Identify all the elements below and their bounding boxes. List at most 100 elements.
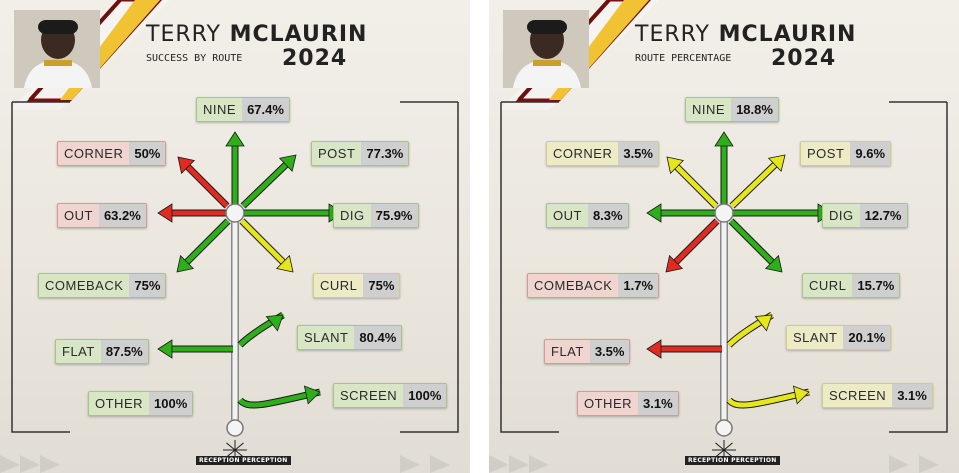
route-value: 100% bbox=[149, 392, 193, 415]
route-hub bbox=[714, 203, 734, 223]
chart-subtitle: ROUTE PERCENTAGE bbox=[635, 53, 732, 64]
route-label-other: OTHER 100% bbox=[88, 391, 194, 416]
route-name: SCREEN bbox=[829, 388, 887, 403]
route-value: 20.1% bbox=[843, 326, 891, 349]
route-label-curl: CURL 75% bbox=[313, 273, 401, 298]
route-chart-panel-percentage: TERRY MCLAURIN ROUTE PERCENTAGE 2024 REC… bbox=[489, 0, 959, 473]
route-arrow-curl bbox=[728, 218, 783, 273]
route-arrow-slant bbox=[726, 311, 774, 348]
route-value: 75% bbox=[363, 274, 400, 297]
route-arrow-dig bbox=[244, 203, 344, 223]
chart-subtitle: SUCCESS BY ROUTE bbox=[146, 53, 243, 64]
route-value: 18.8% bbox=[731, 98, 778, 121]
route-name: NINE bbox=[692, 102, 726, 117]
route-arrow-comeback bbox=[176, 218, 231, 273]
route-value: 3.5% bbox=[589, 340, 630, 363]
route-arrow-nine bbox=[714, 131, 734, 205]
route-label-corner: CORNER 50% bbox=[57, 141, 167, 166]
route-value: 15.7% bbox=[852, 274, 900, 297]
route-name: COMEBACK bbox=[534, 278, 613, 293]
route-label-screen: SCREEN 100% bbox=[333, 383, 448, 408]
player-name: TERRY MCLAURIN bbox=[635, 22, 857, 47]
route-value: 3.1% bbox=[638, 392, 678, 415]
route-name: FLAT bbox=[551, 344, 584, 359]
route-name: NINE bbox=[203, 102, 237, 117]
route-label-dig: DIG 75.9% bbox=[333, 203, 419, 228]
route-label-other: OTHER 3.1% bbox=[577, 391, 679, 416]
route-name: OUT bbox=[64, 208, 93, 223]
route-value: 75.9% bbox=[370, 204, 418, 227]
route-arrow-nine bbox=[225, 131, 245, 205]
route-name: CORNER bbox=[64, 146, 124, 161]
route-name: SLANT bbox=[304, 330, 349, 345]
route-label-slant: SLANT 80.4% bbox=[297, 325, 403, 350]
route-arrow-corner bbox=[177, 156, 230, 209]
route-value: 50% bbox=[129, 142, 166, 165]
route-value: 3.1% bbox=[892, 384, 932, 407]
route-value: 75% bbox=[129, 274, 166, 297]
reception-perception-logo: RECEPTION PERCEPTION bbox=[685, 456, 780, 465]
route-name: DIG bbox=[829, 208, 854, 223]
route-value: 80.4% bbox=[354, 326, 402, 349]
route-arrow-screen bbox=[726, 385, 810, 409]
route-origin bbox=[715, 419, 733, 437]
route-label-post: POST 77.3% bbox=[311, 141, 410, 166]
player-silhouette-icon bbox=[14, 10, 100, 88]
route-label-flat: FLAT 87.5% bbox=[55, 339, 149, 364]
route-label-out: OUT 8.3% bbox=[546, 203, 629, 228]
route-label-flat: FLAT 3.5% bbox=[544, 339, 631, 364]
route-label-comeback: COMEBACK 1.7% bbox=[527, 273, 660, 298]
player-silhouette-icon bbox=[503, 10, 589, 88]
route-tree bbox=[157, 131, 344, 460]
reception-perception-logo: RECEPTION PERCEPTION bbox=[196, 456, 291, 465]
route-arrow-out bbox=[646, 203, 715, 223]
player-photo bbox=[14, 10, 100, 88]
route-value: 87.5% bbox=[100, 340, 148, 363]
route-label-screen: SCREEN 3.1% bbox=[822, 383, 933, 408]
route-value: 12.7% bbox=[859, 204, 907, 227]
route-value: 63.2% bbox=[98, 204, 146, 227]
route-label-curl: CURL 15.7% bbox=[802, 273, 901, 298]
route-name: POST bbox=[318, 146, 356, 161]
route-label-comeback: COMEBACK 75% bbox=[38, 273, 167, 298]
route-arrow-post bbox=[729, 154, 786, 209]
route-value: 67.4% bbox=[242, 98, 289, 121]
route-name: SLANT bbox=[793, 330, 838, 345]
route-arrow-out bbox=[157, 203, 226, 223]
season-year: 2024 bbox=[771, 46, 837, 71]
route-label-corner: CORNER 3.5% bbox=[546, 141, 659, 166]
logo-burst-icon bbox=[223, 440, 247, 460]
route-arrow-screen bbox=[237, 385, 321, 409]
route-value: 9.6% bbox=[850, 142, 891, 165]
route-name: CORNER bbox=[553, 146, 613, 161]
route-arrow-curl bbox=[239, 218, 294, 273]
route-label-nine: NINE 18.8% bbox=[685, 97, 779, 122]
season-year: 2024 bbox=[282, 46, 348, 71]
route-hub bbox=[225, 203, 245, 223]
route-name: POST bbox=[807, 146, 845, 161]
route-arrow-slant bbox=[237, 311, 285, 348]
route-origin bbox=[226, 419, 244, 437]
player-name: TERRY MCLAURIN bbox=[146, 22, 368, 47]
route-arrow-comeback bbox=[665, 218, 720, 273]
route-chart-panel-success: TERRY MCLAURIN SUCCESS BY ROUTE 2024 REC… bbox=[0, 0, 470, 473]
route-value: 8.3% bbox=[587, 204, 628, 227]
route-value: 1.7% bbox=[618, 274, 659, 297]
route-value: 77.3% bbox=[361, 142, 409, 165]
route-name: CURL bbox=[809, 278, 847, 293]
route-name: CURL bbox=[320, 278, 358, 293]
route-label-nine: NINE 67.4% bbox=[196, 97, 290, 122]
route-label-dig: DIG 12.7% bbox=[822, 203, 908, 228]
route-name: OTHER bbox=[95, 396, 143, 411]
route-arrow-corner bbox=[666, 156, 719, 209]
logo-burst-icon bbox=[712, 440, 736, 460]
route-name: FLAT bbox=[62, 344, 95, 359]
route-label-post: POST 9.6% bbox=[800, 141, 892, 166]
route-arrow-flat bbox=[646, 339, 722, 359]
route-value: 3.5% bbox=[618, 142, 658, 165]
route-arrow-post bbox=[240, 154, 297, 209]
route-name: DIG bbox=[340, 208, 365, 223]
route-value: 100% bbox=[403, 384, 447, 407]
route-arrow-flat bbox=[157, 339, 233, 359]
player-photo bbox=[503, 10, 589, 88]
